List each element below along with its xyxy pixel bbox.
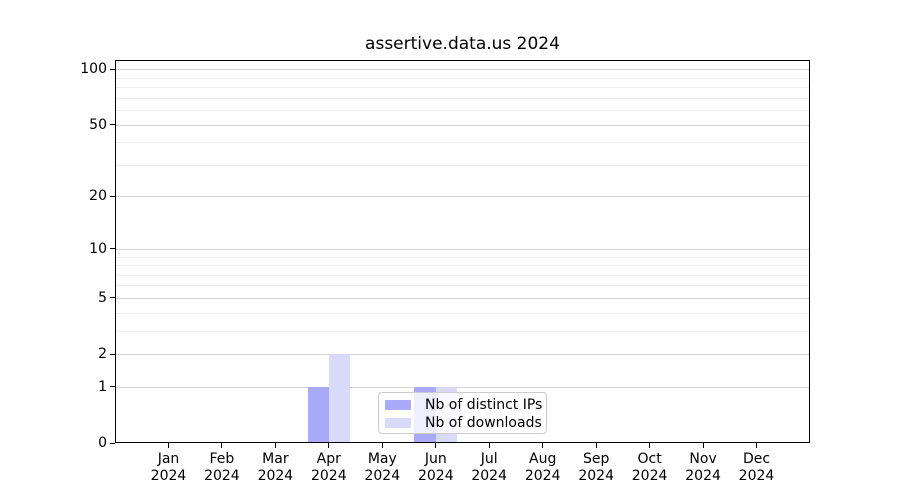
bar-downloads-apr: [328, 354, 351, 443]
y-tick-label: 2: [98, 346, 107, 362]
x-axis-tick: [542, 443, 544, 448]
legend-item-distinct-ips: Nb of distinct IPs: [379, 396, 546, 414]
x-tick-label: Jul 2024: [471, 451, 507, 484]
x-tick-label: Oct 2024: [631, 451, 668, 484]
gridline-minor: [116, 312, 809, 314]
x-tick-label: Jun 2024: [417, 451, 454, 484]
legend-swatch-distinct-ips: [385, 400, 411, 410]
chart-title: assertive.data.us 2024: [365, 34, 560, 54]
x-axis-tick: [381, 443, 383, 448]
y-axis-tick: [110, 353, 115, 355]
gridline-minor: [116, 97, 809, 99]
legend: Nb of distinct IPs Nb of downloads: [378, 392, 547, 434]
x-tick-label: Dec 2024: [738, 451, 775, 484]
gridline-minor: [116, 87, 809, 88]
x-axis-tick: [488, 443, 490, 448]
gridline-minor: [116, 109, 809, 111]
gridline-minor: [116, 274, 809, 276]
y-axis-tick: [110, 195, 115, 197]
x-tick-label: Nov 2024: [685, 451, 721, 484]
x-tick-label: Mar 2024: [257, 451, 294, 484]
x-axis-tick: [756, 443, 757, 448]
x-axis-tick: [274, 443, 276, 448]
y-tick-label: 100: [80, 61, 107, 78]
gridline-major: [116, 124, 809, 126]
y-tick-label: 0: [98, 435, 107, 451]
y-axis-tick: [110, 386, 115, 388]
y-tick-label: 50: [89, 116, 107, 133]
gridline-minor: [116, 285, 809, 287]
gridline-major: [116, 386, 809, 388]
gridline-minor: [116, 330, 809, 332]
y-axis-tick: [110, 248, 115, 250]
y-tick-label: 5: [98, 289, 107, 306]
x-tick-label: Jan 2024: [150, 451, 187, 484]
y-axis-tick: [110, 297, 115, 299]
x-axis-tick: [168, 443, 169, 448]
gridline-minor: [116, 256, 809, 258]
legend-label-distinct-ips: Nb of distinct IPs: [425, 397, 543, 413]
y-axis-tick: [110, 68, 115, 70]
gridline-minor: [116, 142, 809, 144]
legend-label-downloads: Nb of downloads: [425, 415, 542, 431]
legend-item-downloads: Nb of downloads: [379, 414, 546, 432]
gridline-major: [116, 297, 809, 299]
gridline-minor: [116, 265, 809, 266]
x-tick-label: May 2024: [364, 451, 401, 484]
gridline-major: [116, 248, 809, 250]
gridline-minor: [116, 77, 809, 79]
y-tick-label: 10: [89, 240, 107, 257]
x-tick-label: Aug 2024: [524, 451, 561, 484]
gridline-minor: [116, 164, 809, 166]
x-tick-label: Apr 2024: [310, 451, 347, 484]
legend-swatch-downloads: [385, 418, 411, 428]
y-axis-tick: [110, 442, 115, 444]
x-axis-tick: [221, 443, 223, 448]
x-axis-tick: [435, 443, 437, 448]
x-axis-tick: [595, 443, 597, 448]
x-tick-label: Sep 2024: [578, 451, 614, 484]
x-axis-tick: [328, 443, 330, 448]
bar-distinct-ips-apr: [307, 386, 329, 443]
gridline-major: [116, 69, 809, 71]
plot-area: [115, 60, 810, 443]
y-axis-tick: [110, 124, 115, 125]
y-tick-label: 1: [98, 378, 107, 395]
x-tick-label: Feb 2024: [204, 451, 240, 484]
gridline-major: [116, 196, 809, 198]
y-tick-label: 20: [89, 188, 107, 205]
x-axis-tick: [702, 443, 704, 448]
gridline-major: [116, 354, 809, 355]
x-axis-tick: [649, 443, 651, 448]
